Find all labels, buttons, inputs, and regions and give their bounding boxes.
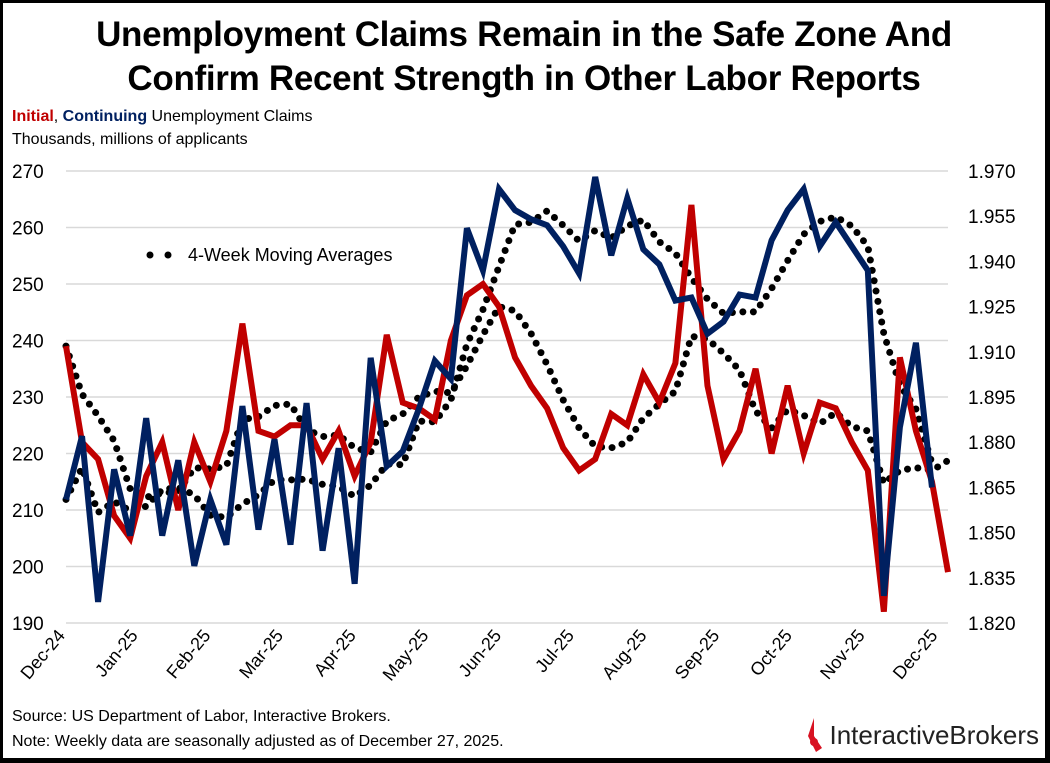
chart-title-line1: Unemployment Claims Remain in the Safe Z…	[96, 15, 952, 54]
left-axis-tick-label: 220	[12, 445, 44, 466]
x-axis-tick-label: Jun-25	[455, 626, 506, 681]
continuing-moving-average-line	[62, 206, 936, 522]
right-axis-tick-label: 1.865	[968, 478, 1016, 499]
right-axis-tick-label: 1.835	[968, 569, 1016, 590]
left-axis-tick-label: 210	[12, 501, 44, 522]
x-axis-tick-label: Feb-25	[162, 626, 214, 683]
left-axis-tick-label: 240	[12, 332, 44, 353]
legend-label: 4-Week Moving Averages	[188, 245, 392, 265]
right-axis-tick-label: 1.910	[968, 343, 1016, 364]
x-axis-tick-label: Oct-25	[746, 626, 796, 680]
legend-dot	[164, 251, 172, 259]
x-axis-tick-label: Nov-25	[816, 626, 869, 683]
units-label: Thousands, millions of applicants	[12, 131, 248, 148]
subtitle-rest: Unemployment Claims	[147, 108, 313, 125]
x-axis-tick-label: May-25	[379, 626, 433, 685]
subtitle-sep: ,	[53, 108, 63, 125]
x-axis-tick-label: Jul-25	[531, 626, 578, 676]
right-axis-tick-label: 1.955	[968, 207, 1016, 228]
chart-subtitle: Initial, Continuing Unemployment Claims	[12, 108, 312, 126]
interactive-brokers-logo: Interactive Brokers	[804, 718, 1039, 752]
right-axis-tick-label: 1.850	[968, 524, 1016, 545]
right-axis-tick-label: 1.970	[968, 162, 1016, 183]
left-axis-tick-label: 230	[12, 388, 44, 409]
logo-text-1: Interactive	[829, 719, 950, 750]
continuing-claims-line	[63, 176, 935, 603]
right-axis-tick-label: 1.895	[968, 388, 1016, 409]
legend-dot	[146, 251, 154, 259]
source-note: Source: US Department of Labor, Interact…	[12, 708, 391, 725]
x-axis-tick-label: Mar-25	[235, 626, 287, 683]
x-axis-tick-label: Jan-25	[91, 626, 142, 681]
left-axis-tick-label: 260	[12, 219, 44, 240]
continuing-label: Continuing	[62, 108, 148, 125]
initial-claims-line	[63, 204, 951, 613]
right-axis-tick-label: 1.820	[968, 614, 1016, 635]
left-axis-tick-label: 250	[12, 275, 44, 296]
x-axis-tick-label: Aug-25	[598, 626, 651, 683]
right-axis-tick-label: 1.880	[968, 433, 1016, 454]
right-axis-tick-label: 1.925	[968, 298, 1016, 319]
x-axis-tick-label: Sep-25	[671, 626, 724, 683]
chart-title-line2: Confirm Recent Strength in Other Labor R…	[127, 59, 921, 98]
footnote: Note: Weekly data are seasonally adjuste…	[12, 733, 504, 750]
left-axis-tick-label: 200	[12, 558, 44, 579]
logo-icon	[808, 718, 823, 752]
logo-text-2: Brokers	[949, 719, 1039, 750]
right-axis-tick-label: 1.940	[968, 252, 1016, 273]
left-axis-tick-label: 270	[12, 162, 44, 183]
x-axis-tick-label: Dec-25	[889, 626, 942, 683]
left-axis-tick-label: 190	[12, 614, 44, 635]
initial-label: Initial	[12, 108, 54, 125]
x-axis-tick-label: Apr-25	[310, 626, 360, 680]
